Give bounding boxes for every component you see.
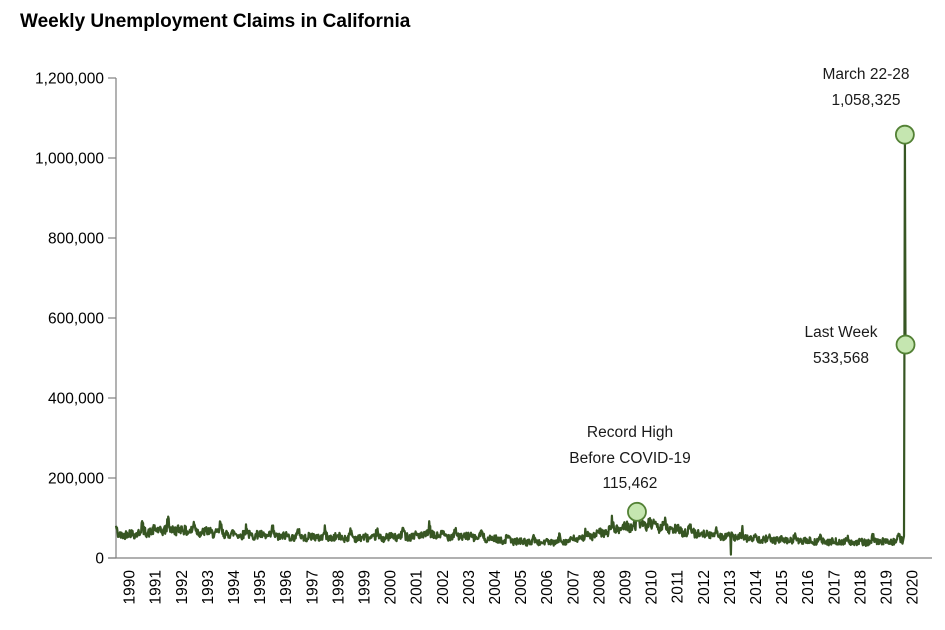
x-tick-label-2020: 2020 bbox=[905, 570, 922, 605]
x-tick-label-2007: 2007 bbox=[565, 570, 582, 604]
chart-title: Weekly Unemployment Claims in California bbox=[20, 11, 411, 32]
y-tick-label-1000000: 1,000,000 bbox=[35, 151, 104, 168]
x-tick-label-1995: 1995 bbox=[252, 570, 269, 604]
x-tick-label-2010: 2010 bbox=[644, 570, 661, 605]
annotation-march-peak-label: March 22-28 bbox=[822, 66, 910, 83]
x-tick-label-2017: 2017 bbox=[826, 570, 843, 604]
y-tick-label-0: 0 bbox=[95, 551, 104, 568]
annotation-march-peak-value: 1,058,325 bbox=[831, 91, 901, 109]
x-tick-label-2009: 2009 bbox=[617, 570, 634, 604]
annotation-last-week-label: Last Week bbox=[804, 324, 878, 341]
annotation-last-week-value: 533,568 bbox=[812, 349, 870, 367]
y-tick-label-1200000: 1,200,000 bbox=[35, 71, 104, 88]
annotation-march-peak: March 22-28 1,058,325 bbox=[822, 62, 909, 113]
series-line-weekly-claims bbox=[114, 133, 907, 556]
y-tick-label-600000: 600,000 bbox=[48, 311, 104, 328]
annotation-record-high-value: 115,462 bbox=[602, 475, 658, 492]
x-tick-label-2018: 2018 bbox=[852, 570, 869, 604]
x-tick-label-2013: 2013 bbox=[722, 570, 739, 604]
x-tick-label-1996: 1996 bbox=[278, 570, 295, 604]
x-tick-label-2019: 2019 bbox=[878, 570, 895, 604]
x-tick-label-1993: 1993 bbox=[200, 570, 217, 604]
x-tick-label-2015: 2015 bbox=[774, 570, 791, 604]
x-tick-label-2004: 2004 bbox=[487, 570, 504, 605]
annotation-last-week: Last Week 533,568 bbox=[805, 320, 878, 371]
marker-march-peak bbox=[894, 124, 915, 145]
x-tick-label-2002: 2002 bbox=[435, 570, 452, 604]
annotation-record-high: Record High Before COVID-19 115,462 bbox=[569, 420, 690, 497]
x-tick-label-1999: 1999 bbox=[356, 570, 373, 604]
x-tick-label-2001: 2001 bbox=[409, 570, 426, 604]
y-tick-label-800000: 800,000 bbox=[48, 231, 104, 248]
annotation-record-high-label-1: Record High bbox=[586, 424, 674, 441]
x-tick-label-2012: 2012 bbox=[696, 570, 713, 604]
annotation-record-high-label-2: Before COVID-19 bbox=[569, 449, 691, 467]
x-tick-label-2003: 2003 bbox=[461, 570, 478, 604]
x-tick-label-2000: 2000 bbox=[383, 570, 400, 605]
x-tick-label-2016: 2016 bbox=[800, 570, 817, 604]
x-tick-label-2006: 2006 bbox=[539, 570, 556, 604]
marker-record-high bbox=[627, 501, 647, 522]
x-tick-label-1997: 1997 bbox=[304, 570, 321, 604]
x-tick-label-1991: 1991 bbox=[148, 570, 165, 604]
y-tick-label-400000: 400,000 bbox=[48, 391, 104, 408]
x-tick-label-2008: 2008 bbox=[591, 570, 608, 604]
x-tick-label-1994: 1994 bbox=[226, 570, 243, 605]
x-tick-label-2005: 2005 bbox=[513, 570, 530, 604]
x-tick-label-2014: 2014 bbox=[748, 570, 765, 605]
x-tick-label-2011: 2011 bbox=[670, 570, 687, 603]
y-tick-label-200000: 200,000 bbox=[48, 471, 104, 488]
x-tick-label-1990: 1990 bbox=[122, 570, 139, 605]
x-tick-label-1992: 1992 bbox=[174, 570, 191, 604]
x-tick-label-1998: 1998 bbox=[330, 570, 347, 604]
marker-last-week bbox=[895, 334, 916, 355]
